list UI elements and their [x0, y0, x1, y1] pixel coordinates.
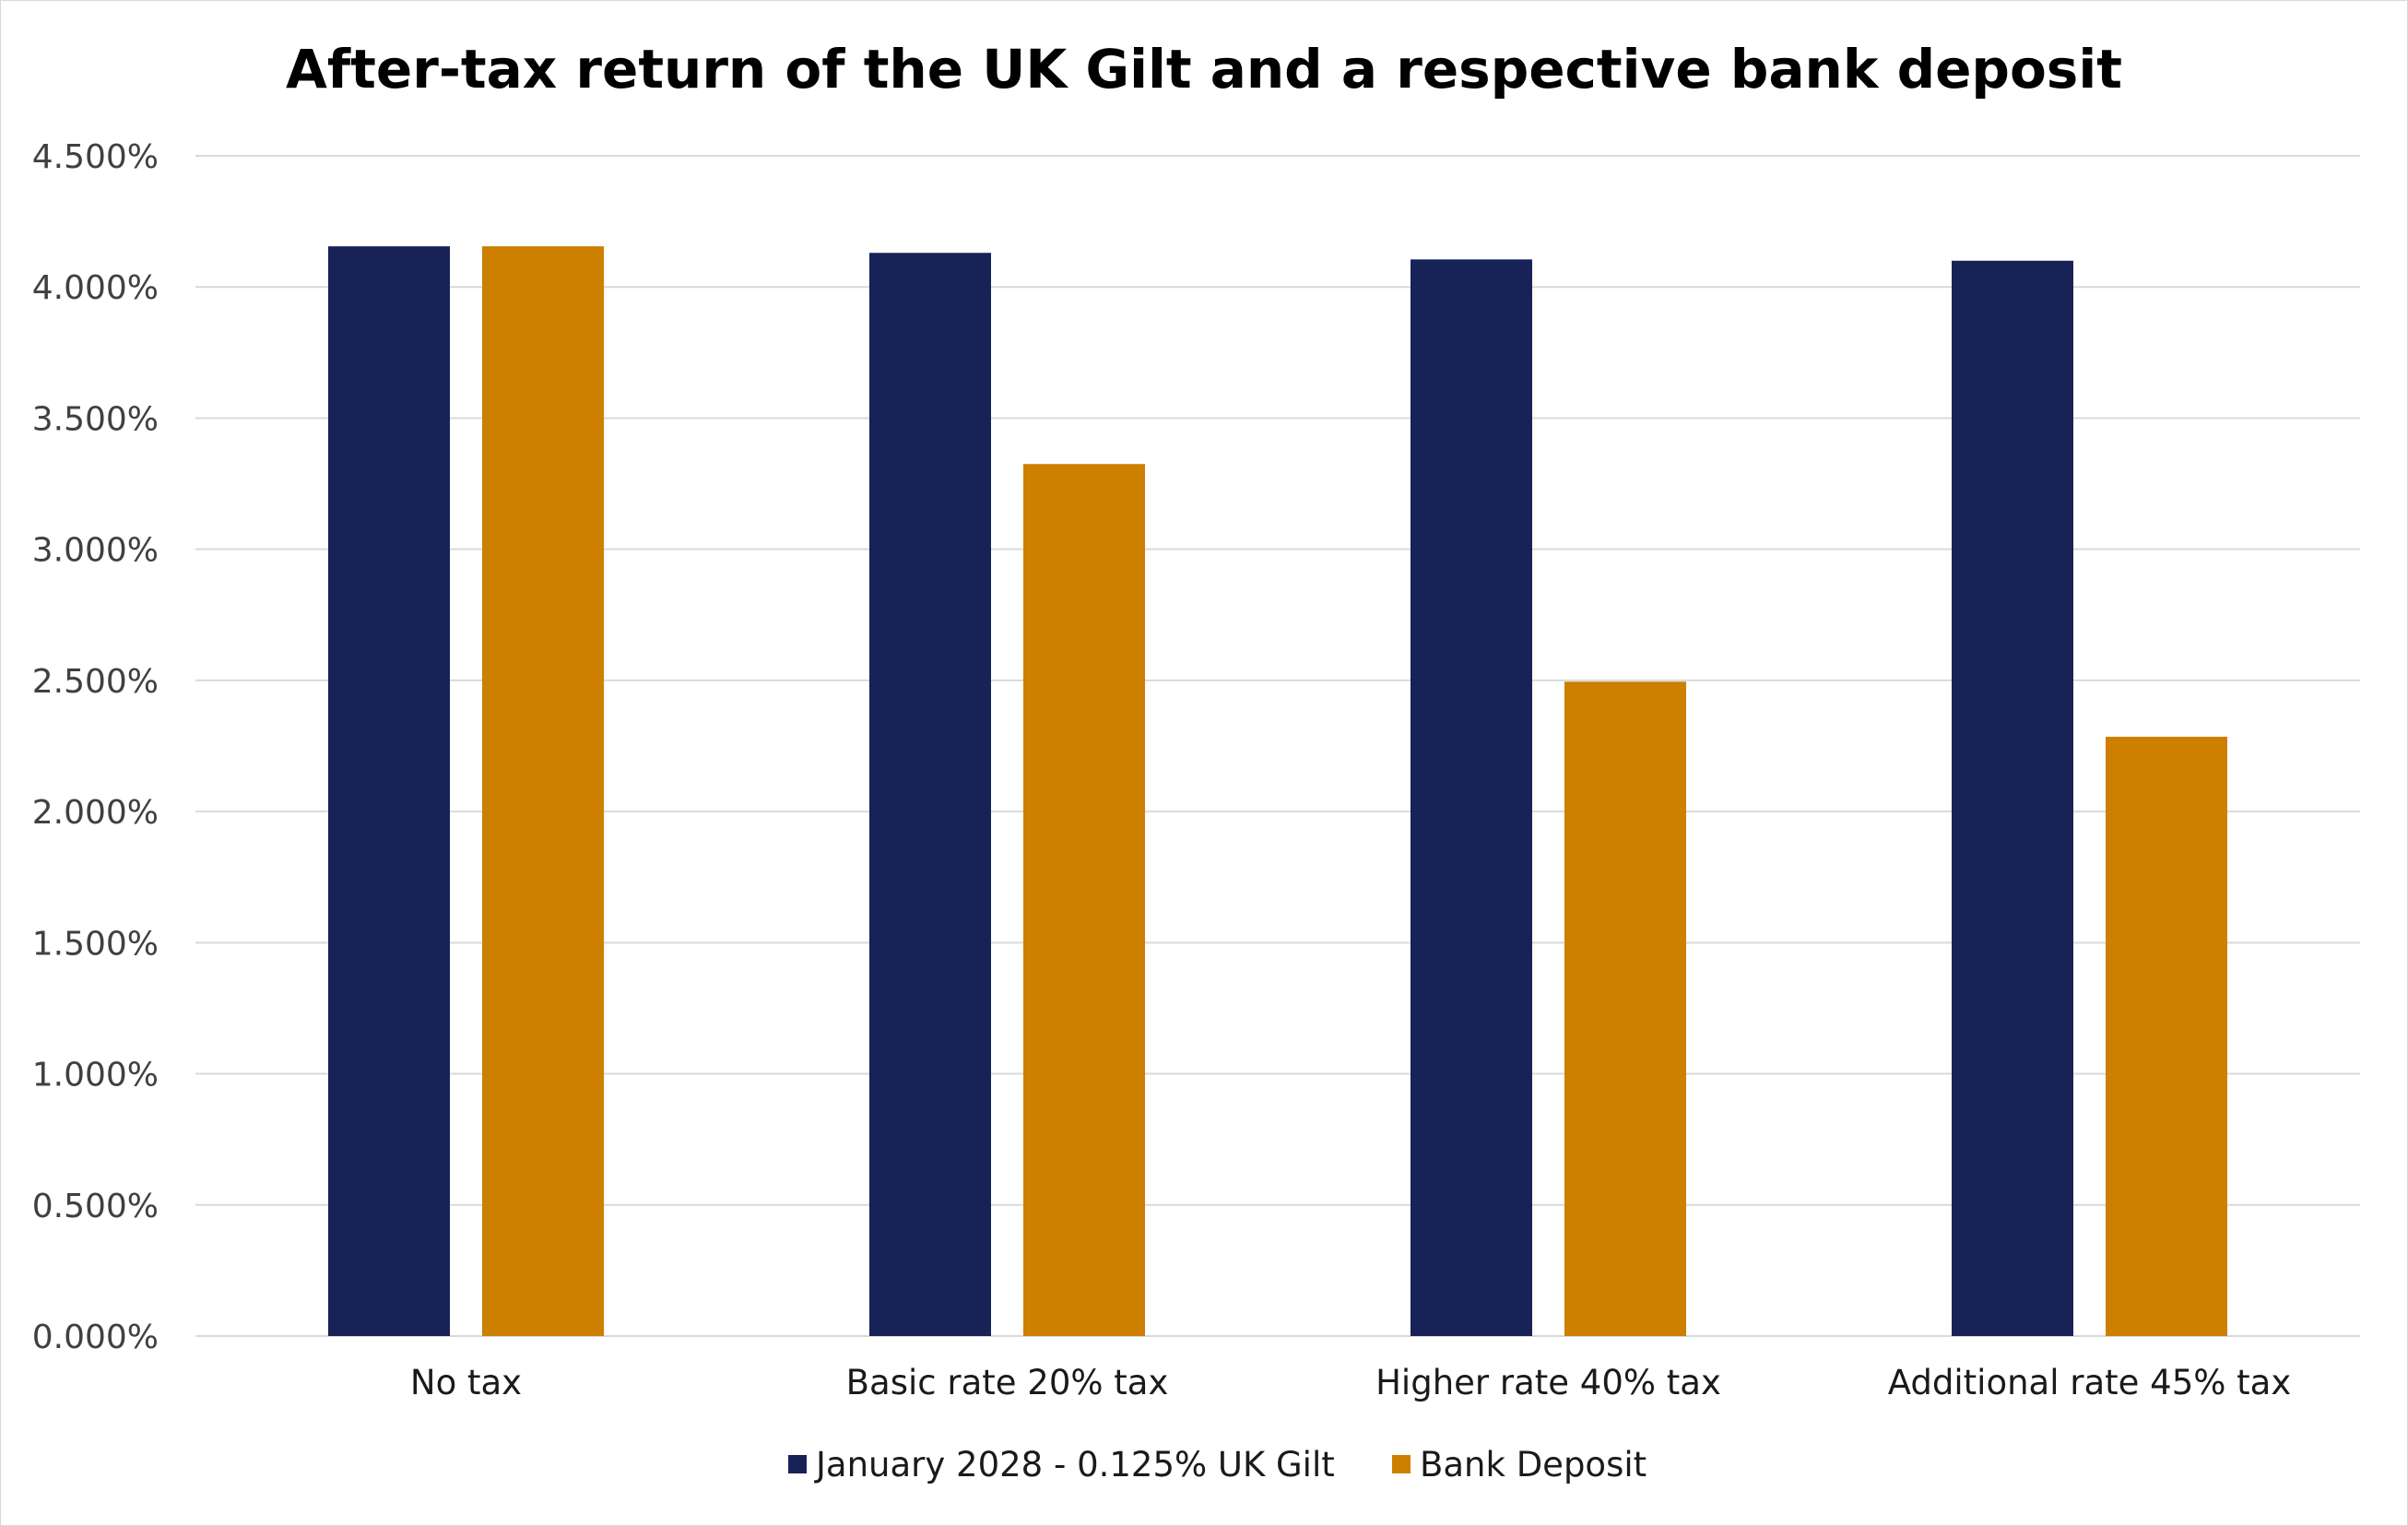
- x-category-label: No tax: [410, 1363, 522, 1402]
- bar-gilt: [328, 246, 450, 1337]
- bar-bank-deposit: [1023, 464, 1145, 1336]
- x-category-label: Additional rate 45% tax: [1888, 1363, 2292, 1402]
- bar-gilt: [1411, 259, 1532, 1336]
- legend-swatch: [1392, 1455, 1411, 1473]
- y-tick-label: 2.500%: [32, 663, 159, 701]
- chart-title: After-tax return of the UK Gilt and a re…: [286, 38, 2122, 101]
- y-tick-label: 3.500%: [32, 400, 159, 438]
- legend-swatch: [788, 1455, 807, 1473]
- bar-gilt: [1952, 260, 2073, 1336]
- legend-label: Bank Deposit: [1420, 1445, 1647, 1485]
- legend-label: January 2028 - 0.125% UK Gilt: [814, 1445, 1335, 1485]
- y-tick-label: 1.500%: [32, 925, 159, 963]
- y-tick-label: 0.500%: [32, 1188, 159, 1225]
- y-tick-label: 4.000%: [32, 269, 159, 307]
- bar-bank-deposit: [482, 246, 604, 1337]
- bar-bank-deposit: [1564, 681, 1686, 1336]
- x-category-label: Basic rate 20% tax: [846, 1363, 1169, 1402]
- y-tick-label: 0.000%: [32, 1319, 159, 1356]
- y-axis: 0.000% 0.500% 1.000% 1.500% 2.000% 2.500% 3.00…: [32, 138, 159, 1356]
- bar-bank-deposit: [2106, 737, 2227, 1336]
- x-axis: No tax Basic rate 20% tax Higher rate 40% …: [410, 1363, 2291, 1402]
- bar-gilt: [869, 253, 991, 1337]
- y-tick-label: 3.000%: [32, 532, 159, 570]
- y-tick-label: 1.000%: [32, 1057, 159, 1094]
- x-category-label: Higher rate 40% tax: [1375, 1363, 1721, 1402]
- y-tick-label: 2.000%: [32, 794, 159, 832]
- legend: January 2028 - 0.125% UK Gilt Bank Deposi…: [788, 1445, 1647, 1485]
- bars: [328, 246, 2227, 1337]
- y-tick-label: 4.500%: [32, 138, 159, 176]
